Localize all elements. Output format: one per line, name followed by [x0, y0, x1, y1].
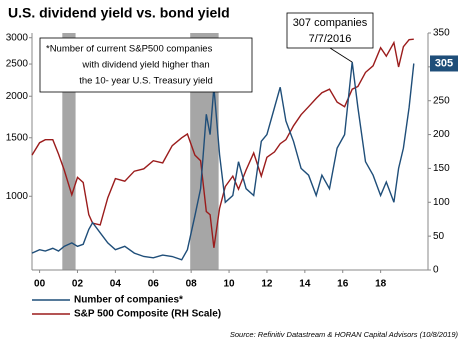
chart-title: U.S. dividend yield vs. bond yield [8, 5, 230, 21]
x-tick-label: 12 [261, 279, 273, 290]
x-tick-label: 08 [186, 279, 198, 290]
x-tick-label: 10 [223, 279, 235, 290]
y2-tick-label: 350 [433, 28, 450, 39]
callout-text: 7/7/2016 [309, 33, 352, 45]
y-tick-label: 3000 [6, 32, 29, 43]
callout-box [286, 12, 374, 49]
series-line [31, 62, 415, 261]
x-tick-label: 02 [72, 279, 84, 290]
y-tick-label: 2000 [6, 91, 29, 102]
x-tick-label: 16 [337, 279, 349, 290]
x-tick-label: 14 [299, 279, 311, 290]
note-text: *Number of current S&P500 companies [46, 44, 213, 55]
y2-tick-label: 50 [433, 231, 445, 242]
last-value-label: 305 [435, 57, 453, 69]
note-text: the 10- year U.S. Treasury yield [79, 76, 213, 87]
y-tick-label: 1000 [6, 191, 29, 202]
callout-arrow [329, 47, 353, 63]
x-tick-label: 18 [375, 279, 387, 290]
x-tick-label: 06 [148, 279, 160, 290]
legend-label: Number of companies* [74, 295, 183, 306]
plot-area: 1000150020002500300005010015020025030035… [6, 28, 450, 290]
y-tick-label: 2500 [6, 59, 29, 70]
y2-tick-label: 200 [433, 129, 450, 140]
legend-label: S&P 500 Composite (RH Scale) [74, 309, 221, 320]
last-value-box [430, 55, 458, 72]
callout-text: 307 companies [293, 17, 368, 29]
note-box [39, 37, 253, 93]
y2-tick-label: 150 [433, 163, 450, 174]
x-tick-label: 04 [110, 279, 122, 290]
x-tick-label: 00 [34, 279, 46, 290]
y2-tick-label: 250 [433, 95, 450, 106]
source: Source: Refinitiv Datastream & HORAN Cap… [230, 330, 459, 339]
note-text: with dividend yield higher than [81, 60, 209, 71]
y-tick-label: 1500 [6, 132, 29, 143]
y2-tick-label: 100 [433, 197, 450, 208]
y2-tick-label: 0 [433, 265, 439, 276]
